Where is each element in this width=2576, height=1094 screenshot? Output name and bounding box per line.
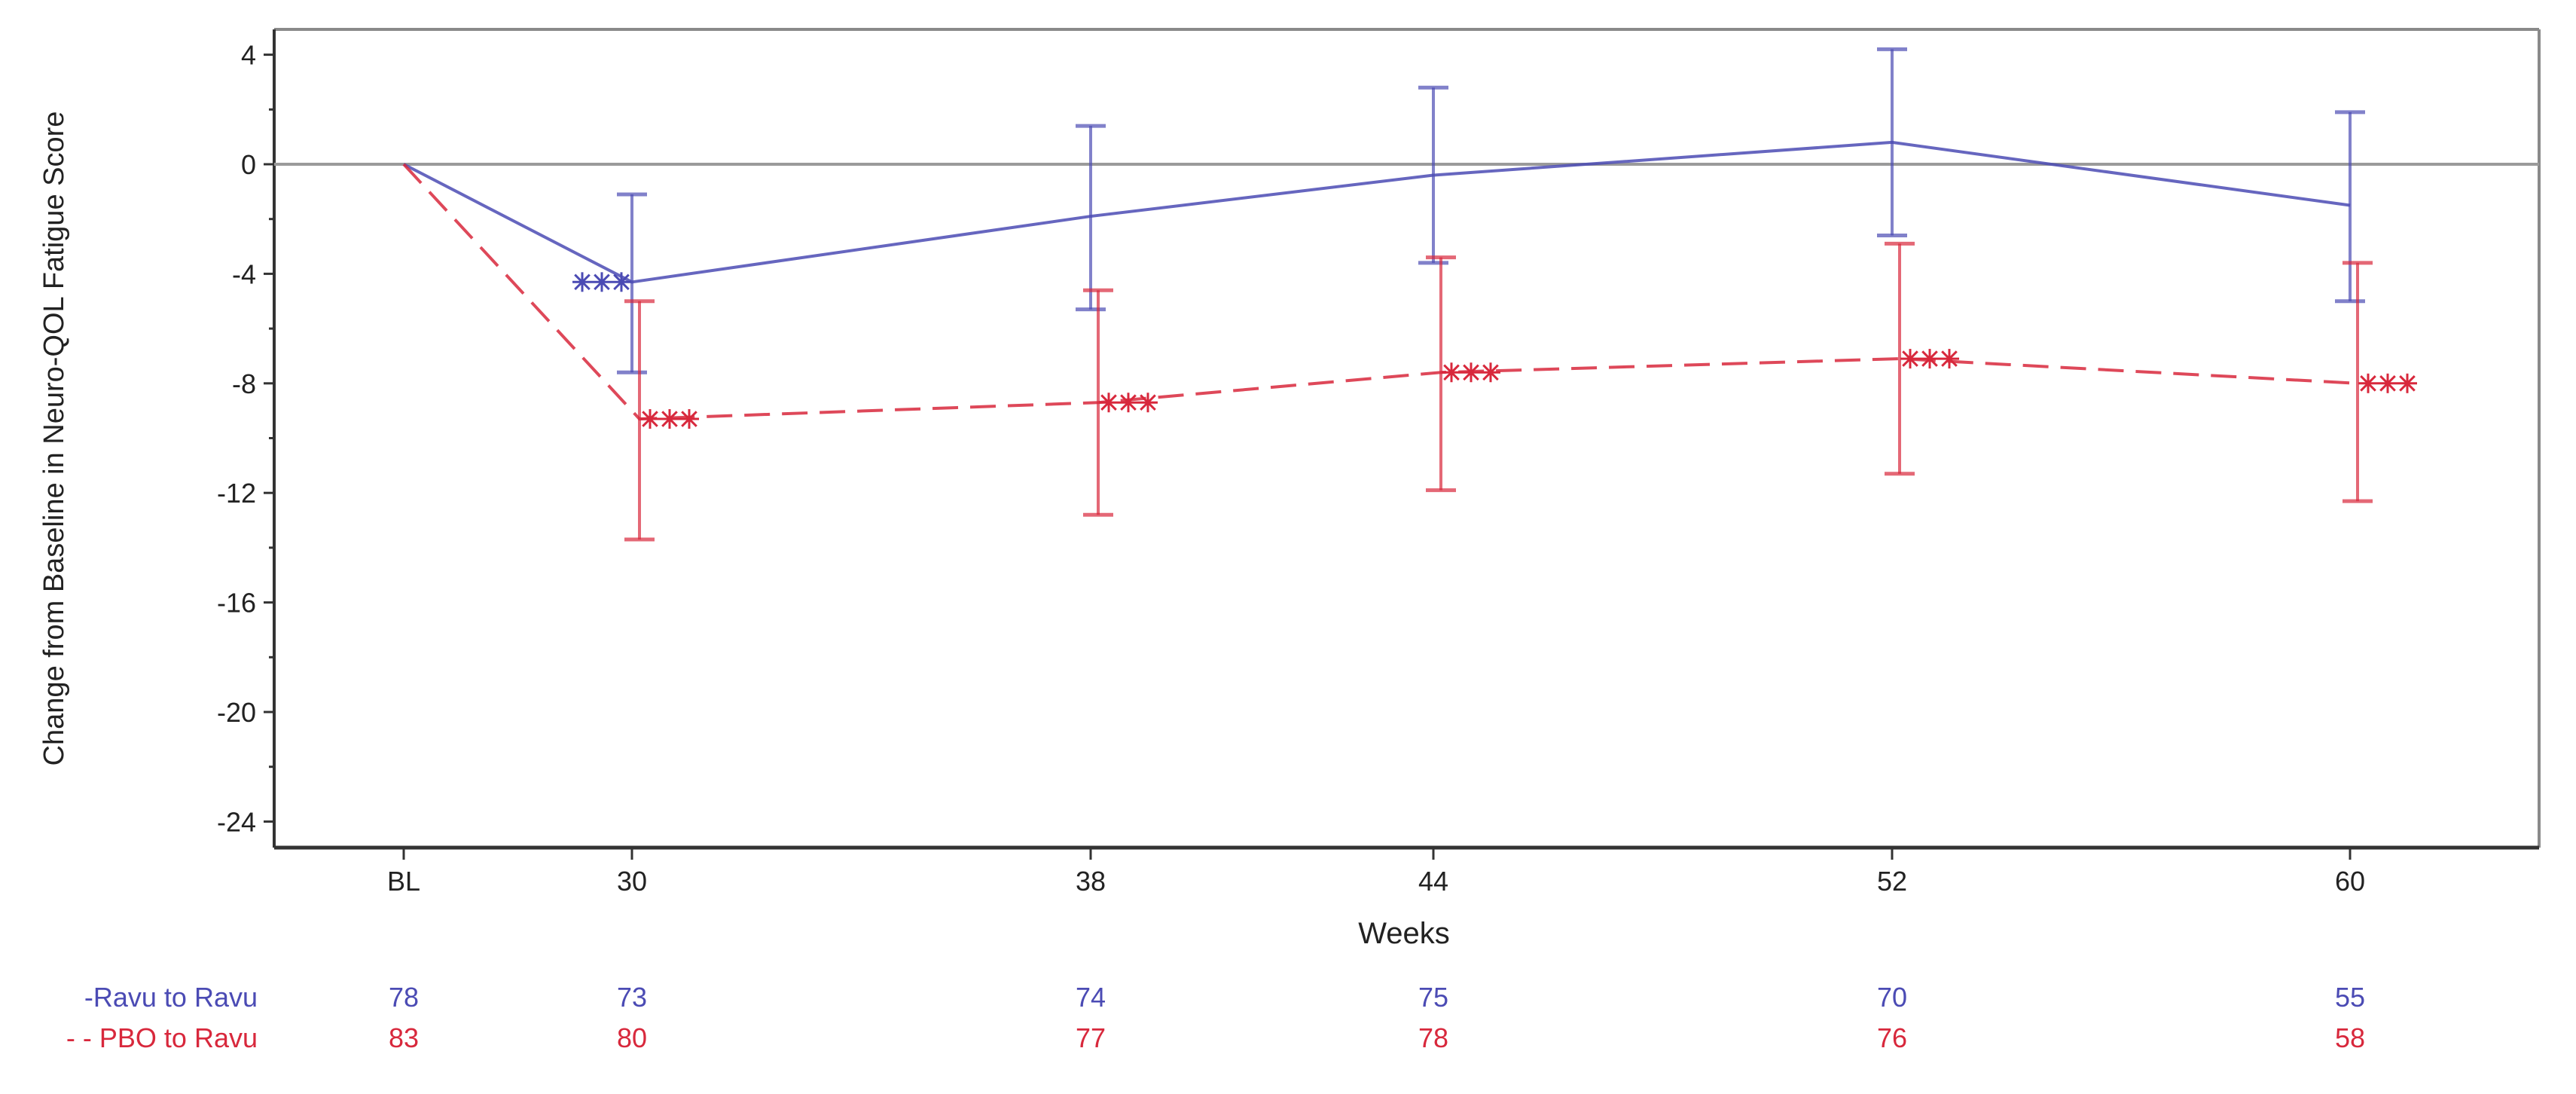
marker-stroke: [681, 411, 697, 427]
asterisk-marker-icon: [1920, 349, 1940, 369]
y-tick-label: -8: [232, 368, 256, 399]
marker-stroke: [2399, 374, 2416, 392]
x-axis-label: Weeks: [1358, 917, 1450, 950]
y-tick-label: -16: [217, 588, 256, 619]
y-tick-label: 0: [241, 149, 256, 180]
asterisk-marker-icon: [1138, 393, 1158, 413]
marker-stroke: [1941, 350, 1958, 367]
at-risk-count: 55: [2335, 982, 2365, 1013]
at-risk-count: 74: [1076, 982, 1106, 1013]
y-tick-label: 4: [241, 40, 256, 71]
marker-stroke: [574, 274, 591, 291]
marker-stroke: [1100, 394, 1117, 411]
at-risk-count: 58: [2335, 1022, 2365, 1053]
y-tick-label: -24: [217, 806, 256, 837]
at-risk-row-label: -Ravu to Ravu: [84, 982, 258, 1013]
x-tick-label: 52: [1877, 866, 1907, 897]
asterisk-marker-icon: [2378, 373, 2397, 393]
asterisk-marker-icon: [1940, 349, 1959, 369]
marker-stroke: [594, 274, 610, 291]
y-axis-label: Change from Baseline in Neuro-QOL Fatigu…: [38, 112, 70, 766]
asterisk-marker-icon: [2358, 373, 2378, 393]
asterisk-marker-icon: [1442, 362, 1461, 383]
at-risk-row-label: - - PBO to Ravu: [66, 1022, 258, 1053]
at-risk-count: 77: [1076, 1022, 1106, 1053]
x-tick-label: BL: [387, 866, 420, 897]
marker-stroke: [1902, 350, 1918, 367]
y-axis: 4 0 -4 -8 -12 -16 -20 -24: [217, 40, 274, 837]
y-tick-label: -12: [217, 478, 256, 509]
marker-stroke: [642, 411, 658, 427]
at-risk-count: 70: [1877, 982, 1907, 1013]
marker-stroke: [1120, 394, 1137, 411]
marker-stroke: [1463, 364, 1479, 381]
asterisk-marker-icon: [1461, 362, 1481, 383]
y-tick-label: -4: [232, 258, 256, 289]
asterisk-marker-icon: [660, 409, 679, 429]
marker-stroke: [1921, 350, 1938, 367]
plot-frame: [273, 28, 2541, 850]
asterisk-marker-icon: [2397, 373, 2417, 393]
marker-stroke: [613, 274, 630, 291]
at-risk-count: 73: [617, 982, 647, 1013]
marker-stroke: [661, 411, 678, 427]
x-axis: BL 30 38 44 52 60: [387, 848, 2365, 897]
at-risk-count: 75: [1418, 982, 1448, 1013]
asterisk-marker-icon: [1481, 362, 1500, 383]
x-tick-label: 60: [2335, 866, 2365, 897]
asterisk-marker-icon: [1900, 349, 1920, 369]
marker-stroke: [2360, 374, 2376, 392]
at-risk-count: 80: [617, 1022, 647, 1053]
asterisk-marker-icon: [1119, 393, 1138, 413]
asterisk-marker-icon: [679, 409, 699, 429]
at-risk-count: 83: [389, 1022, 419, 1053]
at-risk-count: 78: [1418, 1022, 1448, 1053]
marker-stroke: [1140, 394, 1156, 411]
marker-stroke: [2379, 374, 2396, 392]
asterisk-marker-icon: [640, 409, 660, 429]
series-ravu-to-ravu: [403, 47, 2365, 374]
asterisk-marker-icon: [592, 272, 612, 292]
asterisk-marker-icon: [1099, 393, 1119, 413]
x-tick-label: 30: [617, 866, 647, 897]
at-risk-count: 78: [389, 982, 419, 1013]
at-risk-table: -Ravu to Ravu 78 73 74 75 70 55 - - PBO to Ravu…: [66, 982, 2365, 1053]
marker-stroke: [1482, 364, 1499, 381]
marker-stroke: [1443, 364, 1460, 381]
series-line: [402, 163, 2358, 421]
series-line: [403, 140, 2351, 284]
asterisk-marker-icon: [612, 272, 631, 292]
x-tick-label: 38: [1076, 866, 1106, 897]
series-layer: [402, 47, 2417, 542]
y-tick-label: -20: [217, 697, 256, 728]
series-pbo-to-ravu: [402, 163, 2417, 542]
at-risk-count: 76: [1877, 1022, 1907, 1053]
asterisk-marker-icon: [572, 272, 592, 292]
x-tick-label: 44: [1418, 866, 1448, 897]
